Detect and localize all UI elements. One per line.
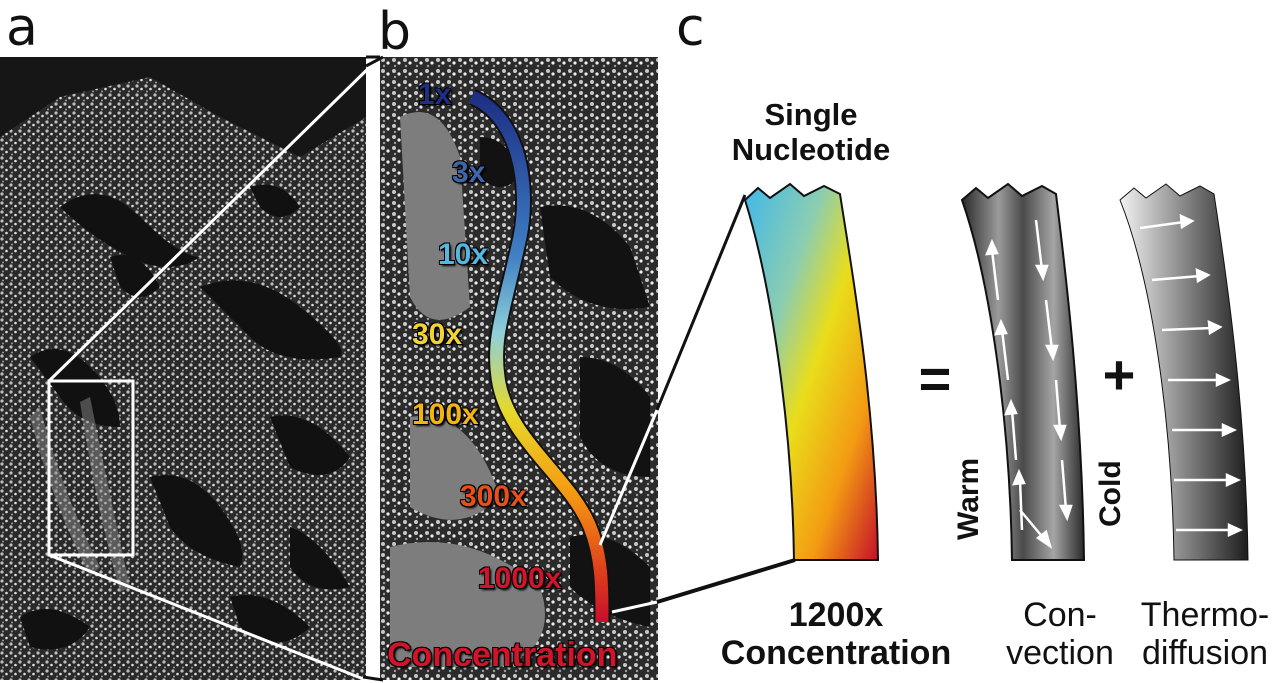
thermo-line1: Thermo-	[1140, 596, 1270, 634]
convection-arrows	[985, 219, 1073, 549]
panel-b-letter: b	[378, 2, 412, 62]
convection-column	[960, 182, 1086, 561]
panel-a-letter: a	[6, 0, 38, 58]
thermodiffusion-label: Thermo- diffusion	[1130, 596, 1280, 672]
label-1000x: 1000x	[478, 562, 562, 595]
thermo-line2: diffusion	[1141, 634, 1269, 673]
label-1x: 1x	[418, 78, 452, 111]
inset-rectangle	[47, 379, 135, 557]
label-10x: 10x	[438, 238, 489, 271]
cold-label: Cold	[1094, 460, 1127, 527]
panel-c-graphics	[743, 182, 1249, 561]
equals-sign: =	[918, 347, 952, 410]
panel-b-micrograph	[380, 57, 658, 680]
concentration-1200x-label: 1200x Concentration	[716, 596, 956, 672]
label-3x: 3x	[452, 156, 486, 189]
plus-sign: +	[1102, 343, 1136, 406]
single-nucleotide-label: Single Nucleotide	[716, 97, 906, 167]
label-concentration-b: Concentration	[387, 636, 618, 674]
label-100x: 100x	[412, 398, 479, 431]
label-300x: 300x	[460, 480, 527, 513]
convection-line2: vection	[1006, 634, 1114, 673]
single-label-line1: Single	[764, 97, 858, 132]
concentration-column	[743, 182, 880, 561]
warm-label: Warm	[952, 457, 985, 540]
panel-c-letter: c	[676, 0, 705, 58]
conc-label-line2: Concentration	[720, 634, 952, 673]
concentration-gradient-channel	[469, 91, 609, 622]
single-label-line2: Nucleotide	[731, 131, 891, 167]
thermodiffusion-arrows	[1139, 213, 1244, 537]
convection-line1: Con-	[1023, 596, 1097, 634]
rock-texture-b	[380, 57, 658, 680]
thermodiffusion-column	[1119, 183, 1249, 561]
convection-label: Con- vection	[990, 596, 1130, 672]
label-30x: 30x	[412, 318, 463, 351]
conc-label-line1: 1200x	[788, 596, 884, 634]
